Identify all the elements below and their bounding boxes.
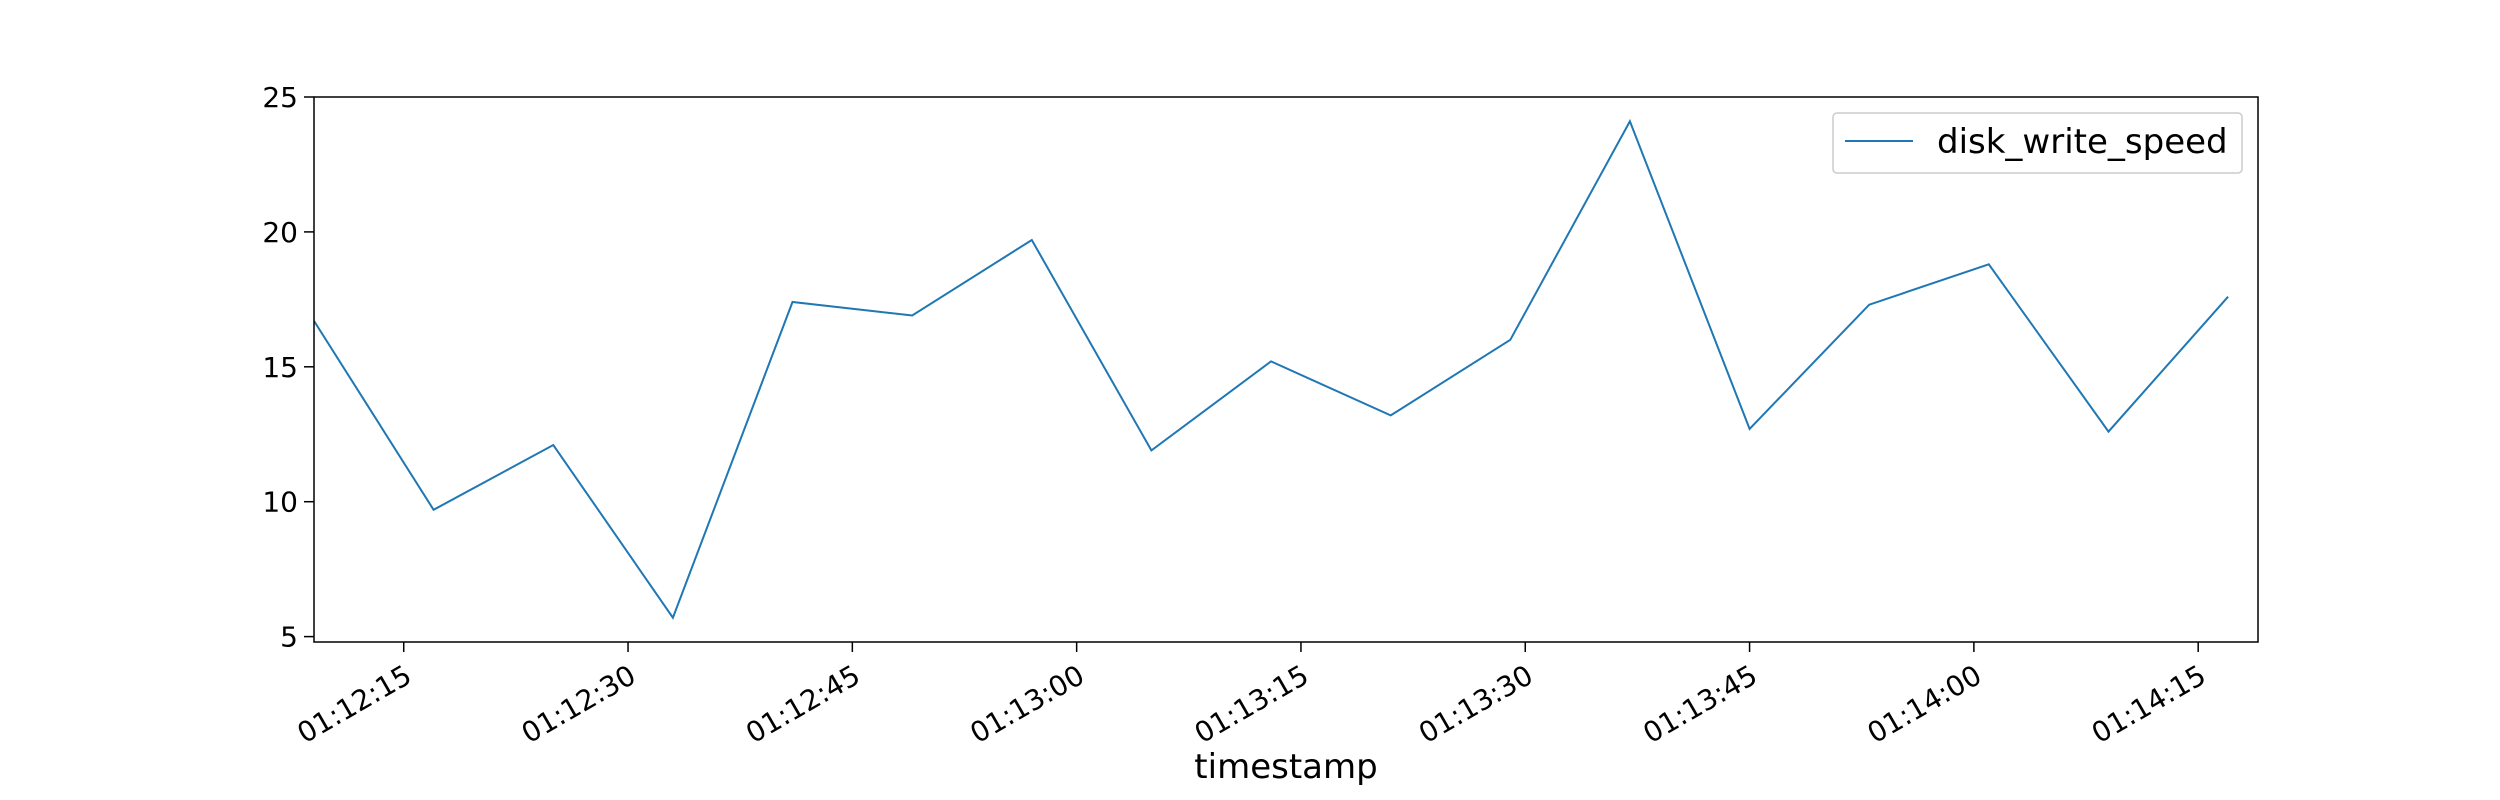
x-axis-title: timestamp [1194,747,1377,787]
y-tick-label: 10 [262,486,298,519]
legend-box [1832,112,2243,174]
y-axis: 5 10 15 20 25 [262,81,314,654]
y-tick-label: 20 [262,216,298,249]
y-tick-label: 15 [262,351,298,384]
series-line-disk_write_speed [314,118,2229,620]
series-layer [314,118,2229,620]
y-tick-label: 5 [280,621,298,654]
y-tick-label: 25 [262,81,298,114]
legend-label: disk_write_speed [1937,122,2228,162]
plot-frame [313,96,2259,643]
legend: disk_write_speed [1832,112,2243,174]
